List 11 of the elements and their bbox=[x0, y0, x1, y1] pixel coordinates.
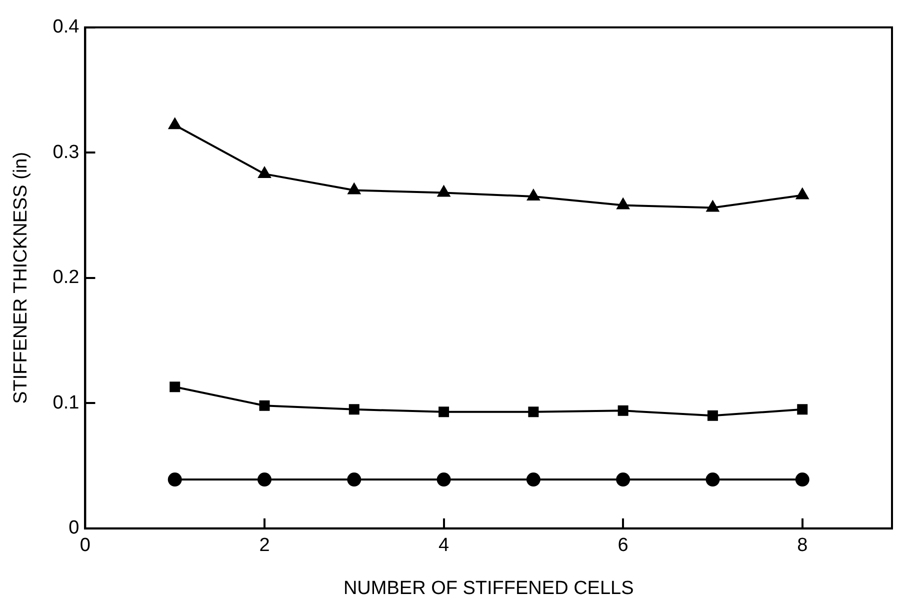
x-axis-title: NUMBER OF STIFFENED CELLS bbox=[343, 578, 634, 599]
x-tick-label: 8 bbox=[797, 535, 808, 556]
y-tick-label: 0.2 bbox=[52, 267, 80, 288]
y-tick-label: 0.4 bbox=[52, 16, 80, 38]
x-tick-label: 4 bbox=[438, 535, 450, 556]
y-tick-label: 0 bbox=[68, 518, 80, 539]
x-tick-label: 6 bbox=[618, 535, 628, 556]
y-axis-title: STIFFENER THICKNESS (in) bbox=[10, 152, 32, 404]
y-tick-label: 0.1 bbox=[52, 392, 80, 414]
y-tick-label: 0.3 bbox=[52, 142, 80, 163]
x-tick-label: 2 bbox=[259, 535, 270, 556]
